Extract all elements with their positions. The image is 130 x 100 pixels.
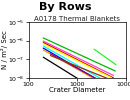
Text: By Rows: By Rows	[39, 2, 91, 12]
Title: A0178 Thermal Blankets: A0178 Thermal Blankets	[34, 16, 120, 22]
Y-axis label: N / m²/ Sec: N / m²/ Sec	[1, 31, 8, 69]
X-axis label: Crater Diameter: Crater Diameter	[49, 87, 106, 93]
